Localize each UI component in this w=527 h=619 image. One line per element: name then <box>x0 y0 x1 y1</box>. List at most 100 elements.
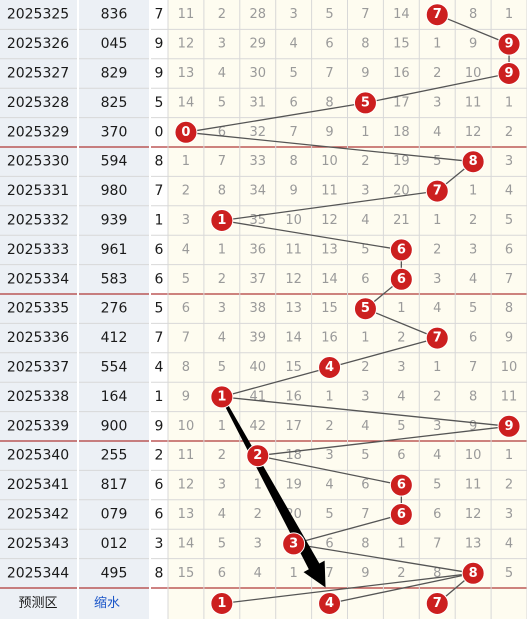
miss-count: 28 <box>249 7 266 22</box>
miss-count: 9 <box>361 566 369 581</box>
miss-count: 8 <box>505 301 513 316</box>
miss-count: 5 <box>218 360 226 375</box>
issue-number: 2025333 <box>7 242 69 258</box>
miss-count: 12 <box>178 37 195 52</box>
miss-count: 3 <box>254 536 262 551</box>
miss-count: 11 <box>285 242 302 257</box>
hit-ball <box>282 532 306 556</box>
miss-count: 31 <box>249 95 266 110</box>
miss-count: 11 <box>178 448 195 463</box>
miss-count: 2 <box>254 507 262 522</box>
prediction-segment <box>329 572 474 605</box>
miss-count: 6 <box>218 125 226 140</box>
draw-number: 012 <box>101 536 128 552</box>
trend-segment <box>365 308 438 339</box>
miss-count: 6 <box>505 242 513 257</box>
units-digit: 2 <box>155 448 164 464</box>
miss-count: 2 <box>218 7 226 22</box>
issue-number: 2025327 <box>7 66 69 82</box>
miss-count: 3 <box>325 448 333 463</box>
miss-count: 29 <box>249 37 266 52</box>
units-digit: 6 <box>155 477 164 493</box>
trend-segment <box>329 337 438 369</box>
miss-count: 5 <box>469 301 477 316</box>
miss-count: 7 <box>290 125 298 140</box>
miss-count: 7 <box>433 536 441 551</box>
miss-count: 7 <box>325 566 333 581</box>
miss-count: 7 <box>182 331 190 346</box>
draw-number: 255 <box>101 448 128 464</box>
units-digit: 6 <box>155 271 164 287</box>
hit-ball <box>461 561 485 585</box>
hit-ball <box>497 414 521 438</box>
prediction-ball-digit: 4 <box>325 596 334 611</box>
draw-number: 829 <box>101 66 128 82</box>
miss-count: 8 <box>361 37 369 52</box>
miss-count: 4 <box>433 125 441 140</box>
miss-count: 1 <box>361 125 369 140</box>
miss-count: 30 <box>249 66 266 81</box>
miss-count: 19 <box>393 154 410 169</box>
prediction-ball <box>318 592 342 615</box>
units-digit: 9 <box>155 418 164 434</box>
trend-segment <box>221 396 510 427</box>
footer-label: 预测区 <box>18 596 57 611</box>
miss-count: 3 <box>361 184 369 199</box>
miss-count: 8 <box>218 184 226 199</box>
miss-count: 2 <box>433 389 441 404</box>
miss-count: 4 <box>433 301 441 316</box>
footer-method-bg <box>78 588 150 619</box>
miss-count: 3 <box>290 7 298 22</box>
hit-ball <box>353 91 377 115</box>
draw-number: 825 <box>101 95 128 111</box>
miss-count: 4 <box>361 213 369 228</box>
miss-count: 39 <box>249 331 266 346</box>
hit-ball <box>425 3 449 27</box>
miss-count: 5 <box>361 448 369 463</box>
trend-segment <box>437 14 510 45</box>
hit-ball <box>425 326 449 350</box>
miss-count: 3 <box>433 419 441 434</box>
units-digit: 5 <box>155 95 164 111</box>
miss-count: 4 <box>254 566 262 581</box>
miss-count: 3 <box>505 154 513 169</box>
miss-count: 41 <box>249 389 266 404</box>
miss-count: 33 <box>249 154 266 169</box>
units-digit: 9 <box>155 36 164 52</box>
miss-count: 19 <box>285 478 302 493</box>
hit-ball-digit: 9 <box>505 37 514 52</box>
units-digit: 0 <box>155 124 164 140</box>
miss-count: 7 <box>505 272 513 287</box>
units-digit: 6 <box>155 242 164 258</box>
miss-count: 11 <box>465 95 482 110</box>
miss-count: 2 <box>505 478 513 493</box>
issue-number: 2025335 <box>7 301 69 317</box>
units-digit: 6 <box>155 507 164 523</box>
miss-count: 10 <box>465 448 482 463</box>
hit-ball-digit: 2 <box>253 448 262 463</box>
miss-count: 8 <box>182 360 190 375</box>
hit-ball-digit: 7 <box>433 184 442 199</box>
miss-count: 13 <box>178 66 195 81</box>
miss-count: 4 <box>325 478 333 493</box>
hit-ball-digit: 0 <box>181 125 190 140</box>
miss-count: 4 <box>218 507 226 522</box>
miss-count: 5 <box>325 7 333 22</box>
miss-count: 4 <box>505 184 513 199</box>
draw-number: 961 <box>101 242 128 258</box>
miss-count: 13 <box>321 242 338 257</box>
draw-number: 412 <box>101 330 128 346</box>
miss-count: 5 <box>182 272 190 287</box>
units-digit: 1 <box>155 213 164 229</box>
miss-count: 1 <box>218 419 226 434</box>
hit-ball <box>318 356 342 379</box>
units-digit: 7 <box>155 330 164 346</box>
trend-segment <box>293 513 402 545</box>
miss-count: 2 <box>325 419 333 434</box>
hit-ball-digit: 1 <box>217 389 226 404</box>
miss-count: 3 <box>218 37 226 52</box>
miss-count: 1 <box>469 184 477 199</box>
miss-count: 13 <box>465 536 482 551</box>
hit-ball-digit: 6 <box>397 272 406 287</box>
hit-ball-digit: 1 <box>217 213 226 228</box>
